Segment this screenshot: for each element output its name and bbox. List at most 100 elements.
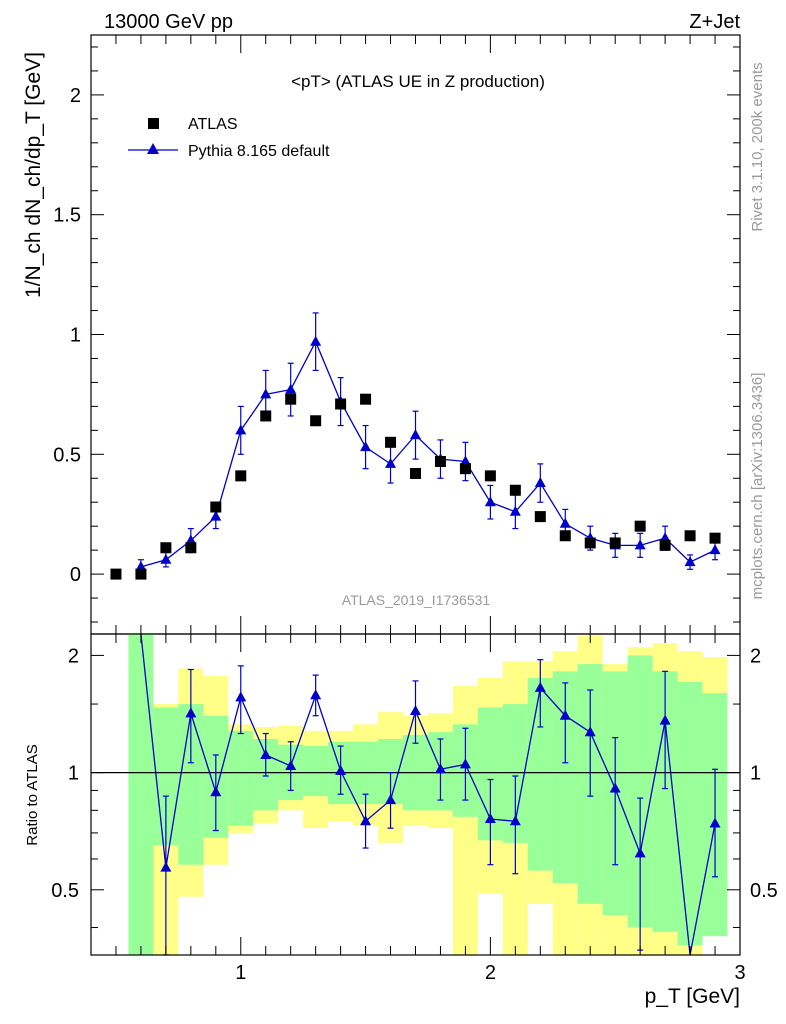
ratio-point: [360, 815, 372, 826]
ratio-point: [185, 707, 197, 718]
pythia-point: [360, 441, 372, 452]
x-tick-label: 1: [235, 962, 246, 984]
atlas-point: [135, 568, 147, 580]
ratio-y-tick-label: 1: [68, 763, 79, 785]
atlas-point: [185, 542, 197, 554]
ratio-point: [484, 813, 496, 824]
pythia-point: [459, 455, 471, 466]
pythia-point: [684, 556, 696, 567]
pythia-point: [260, 388, 272, 399]
ratio-point: [609, 782, 621, 793]
atlas-point: [559, 530, 571, 542]
atlas-point: [335, 398, 347, 410]
atlas-point: [260, 410, 272, 422]
y-tick-label: 0: [70, 564, 81, 586]
pythia-point: [659, 532, 671, 543]
atlas-point: [584, 537, 596, 549]
plot-title: <pT> (ATLAS UE in Z production): [291, 72, 545, 91]
ratio-point: [559, 709, 571, 720]
pythia-point: [235, 424, 247, 435]
pythia-point: [385, 457, 397, 468]
ratio-y-tick-label-right: 2: [750, 645, 761, 667]
ratio-point: [634, 847, 646, 858]
atlas-point: [385, 436, 397, 448]
atlas-point: [684, 530, 696, 542]
ratio-y-tick-label: 0.5: [51, 880, 79, 902]
pythia-point: [634, 539, 646, 550]
legend-atlas-marker: [148, 118, 159, 129]
mcplots-label: mcplots.cern.ch [arXiv:1306.3436]: [749, 373, 766, 600]
ratio-y-axis-label: Ratio to ATLAS: [24, 744, 41, 845]
ratio-point: [260, 748, 272, 759]
ratio-point: [160, 861, 172, 872]
atlas-point: [235, 470, 247, 482]
y-tick-label: 1.5: [53, 205, 81, 227]
ratio-series-line: [140, 633, 716, 956]
pythia-point: [210, 510, 222, 521]
ratio-point: [659, 714, 671, 725]
legend-pythia-marker: [147, 143, 159, 154]
ratio-point: [509, 815, 521, 826]
pythia-point: [534, 477, 546, 488]
ratio-point: [310, 689, 322, 700]
pythia-point: [160, 553, 172, 564]
atlas-point: [434, 455, 446, 467]
ratio-panel: 1 2 3 0.5 0.5 1 1 2 2: [51, 633, 778, 984]
atlas-point: [210, 501, 222, 513]
x-axis-label: p_T [GeV]: [645, 985, 740, 1008]
y-tick-label: 2: [70, 85, 81, 107]
atlas-point: [709, 532, 721, 544]
x-tick-label: 2: [485, 962, 496, 984]
process-label: Z+Jet: [689, 11, 740, 33]
pythia-point: [285, 383, 297, 394]
atlas-point: [459, 463, 471, 475]
atlas-point: [110, 568, 122, 580]
ratio-point: [285, 759, 297, 770]
ratio-y-tick-label: 2: [68, 645, 79, 667]
pythia-point: [509, 505, 521, 516]
pythia-point: [310, 335, 322, 346]
atlas-point: [160, 542, 172, 554]
y-tick-label: 0.5: [53, 444, 81, 466]
atlas-point: [285, 393, 297, 405]
band-inner: [128, 634, 154, 955]
ratio-point: [210, 786, 222, 797]
energy-label: 13000 GeV pp: [104, 11, 233, 33]
pythia-point: [410, 429, 421, 440]
pythia-point: [135, 560, 147, 571]
atlas-point: [484, 470, 496, 482]
atlas-point: [534, 511, 546, 523]
ratio-point: [410, 704, 421, 715]
pythia-point: [709, 544, 721, 555]
y-tick-label: 1: [70, 325, 81, 347]
legend-pythia-label: Pythia 8.165 default: [188, 143, 330, 160]
atlas-point: [410, 467, 421, 479]
ratio-point: [385, 794, 397, 805]
band-inner: [677, 681, 703, 946]
atlas-point: [310, 415, 322, 427]
atlas-point: [509, 484, 521, 496]
ratio-point: [459, 758, 471, 769]
pythia-series-line: [140, 340, 716, 568]
ratio-point: [434, 763, 446, 774]
ratio-point: [534, 681, 546, 692]
ratio-y-tick-label-right: 0.5: [750, 880, 778, 902]
y-axis-label: 1/N_ch dN_ch/dp_T [GeV]: [22, 52, 45, 298]
pythia-point: [484, 496, 496, 507]
atlas-point: [659, 539, 671, 551]
band-inner: [303, 746, 329, 797]
ratio-y-tick-label-right: 1: [750, 763, 761, 785]
atlas-point: [609, 537, 621, 549]
ratio-point: [709, 817, 721, 828]
rivet-version-label: Rivet 3.1.10, 200k events: [749, 62, 766, 231]
legend-atlas-label: ATLAS: [188, 116, 238, 133]
atlas-point: [634, 520, 646, 532]
ratio-point: [584, 726, 596, 737]
pythia-point: [559, 517, 571, 528]
ratio-point: [235, 691, 247, 702]
ratio-point: [335, 764, 347, 775]
atlas-point: [360, 393, 372, 405]
x-tick-label: 3: [734, 962, 745, 984]
analysis-id-label: ATLAS_2019_I1736531: [342, 592, 491, 608]
